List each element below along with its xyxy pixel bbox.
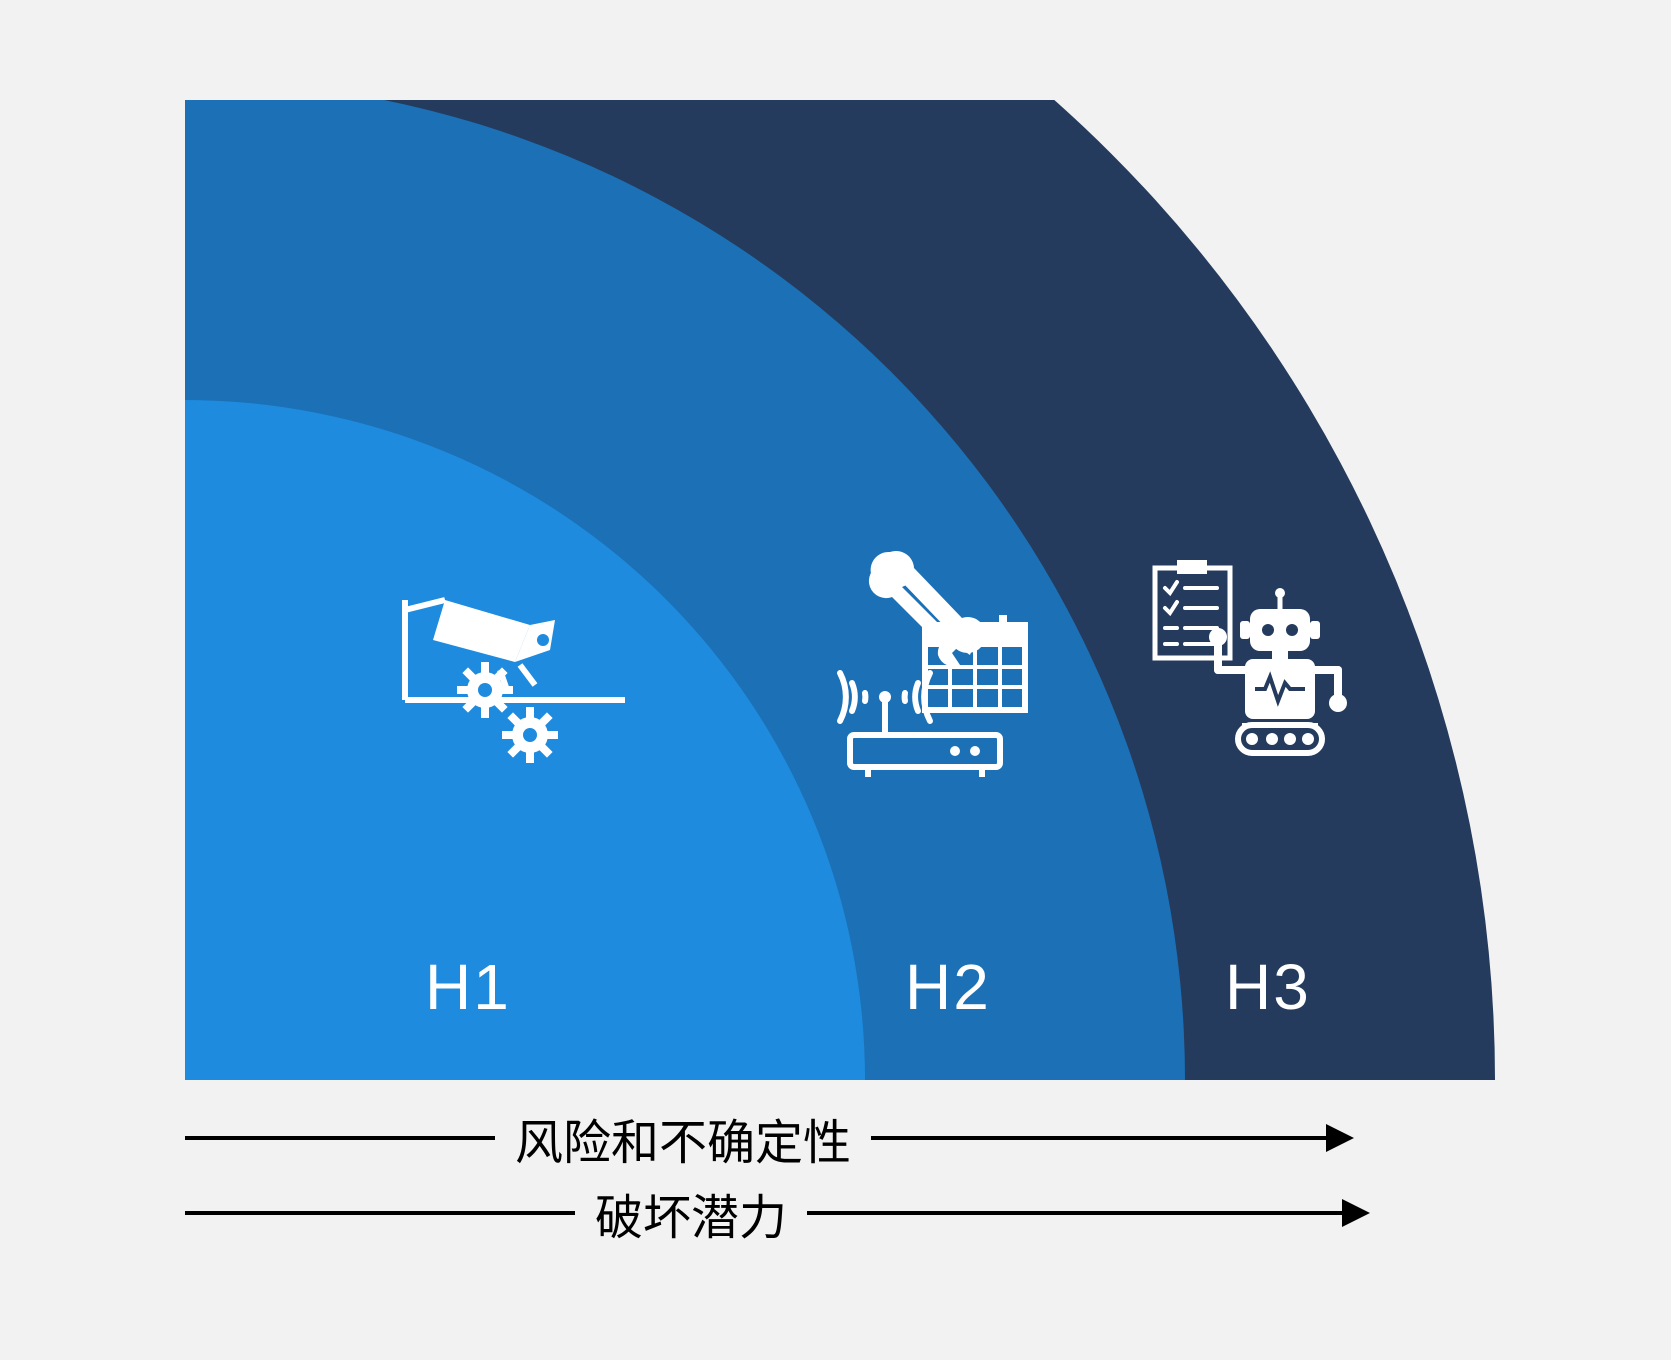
horizon-label-h3: H3 (1225, 950, 1311, 1024)
axis-row-disruption: 破坏潜力 (185, 1185, 1495, 1240)
axis-line-left (185, 1211, 575, 1215)
axis-line-left (185, 1136, 495, 1140)
camera-gears-icon (395, 590, 625, 775)
axis-label-risk: 风险和不确定性 (495, 1103, 871, 1173)
arc-chart-container: H1 H2 H3 (185, 100, 1495, 1080)
axis-label-disruption: 破坏潜力 (575, 1178, 807, 1248)
robot-checklist-icon (1145, 560, 1365, 795)
horizon-label-h2: H2 (905, 950, 991, 1024)
horizon-label-h1: H1 (425, 950, 511, 1024)
axis-line-right (807, 1211, 1342, 1215)
axis-container: 风险和不确定性 破坏潜力 (185, 1110, 1495, 1260)
axis-line-right (871, 1136, 1326, 1140)
arrow-head-icon (1342, 1199, 1370, 1227)
axis-row-risk: 风险和不确定性 (185, 1110, 1495, 1165)
wifi-calendar-wrench-icon (780, 540, 1040, 785)
arrow-head-icon (1326, 1124, 1354, 1152)
